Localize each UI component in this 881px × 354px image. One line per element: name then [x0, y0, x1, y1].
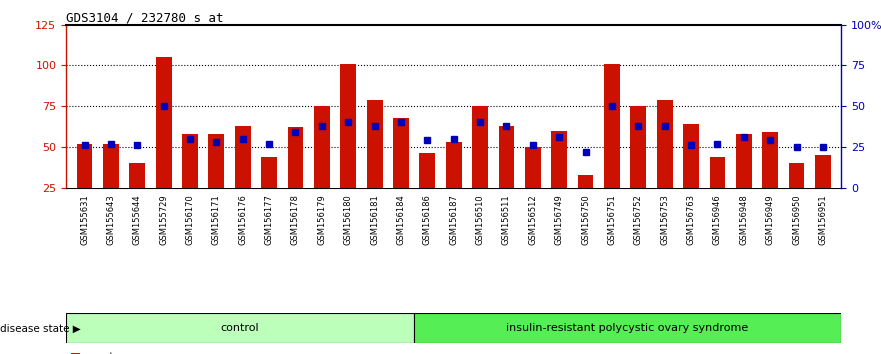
Bar	[413, 313, 841, 343]
Text: GSM155643: GSM155643	[107, 194, 115, 245]
Bar	[130, 163, 145, 228]
Bar	[446, 142, 462, 228]
Legend: count, percentile rank within the sample: count, percentile rank within the sample	[71, 352, 261, 354]
Bar	[66, 313, 413, 343]
Bar	[762, 132, 778, 228]
Text: GSM155729: GSM155729	[159, 194, 168, 245]
Text: GSM156752: GSM156752	[633, 194, 643, 245]
Text: GSM156170: GSM156170	[186, 194, 195, 245]
Text: GSM156750: GSM156750	[581, 194, 590, 245]
Bar	[683, 124, 699, 228]
Text: GSM156187: GSM156187	[449, 194, 458, 245]
Bar	[499, 126, 515, 228]
Text: GSM156180: GSM156180	[344, 194, 352, 245]
Bar	[77, 144, 93, 228]
Bar	[366, 100, 382, 228]
Text: GSM156763: GSM156763	[686, 194, 695, 245]
Bar	[261, 157, 277, 228]
Text: GSM156753: GSM156753	[660, 194, 670, 245]
Text: GSM156950: GSM156950	[792, 194, 801, 245]
Bar	[472, 106, 488, 228]
Text: GSM156181: GSM156181	[370, 194, 379, 245]
Bar	[604, 64, 620, 228]
Text: GSM156512: GSM156512	[529, 194, 537, 245]
Text: GSM156176: GSM156176	[238, 194, 248, 245]
Bar	[156, 57, 172, 228]
Bar	[182, 134, 198, 228]
Text: control: control	[220, 323, 259, 333]
Text: insulin-resistant polycystic ovary syndrome: insulin-resistant polycystic ovary syndr…	[507, 323, 749, 333]
Text: GSM156177: GSM156177	[264, 194, 274, 245]
Bar	[340, 64, 356, 228]
Text: GSM156749: GSM156749	[555, 194, 564, 245]
Text: GSM156186: GSM156186	[423, 194, 432, 245]
Text: GDS3104 / 232780_s_at: GDS3104 / 232780_s_at	[66, 11, 224, 24]
Text: GSM156948: GSM156948	[739, 194, 748, 245]
Text: GSM156510: GSM156510	[476, 194, 485, 245]
Text: disease state ▶: disease state ▶	[0, 323, 81, 333]
Bar	[552, 131, 567, 228]
Text: GSM156751: GSM156751	[607, 194, 617, 245]
Bar	[419, 153, 435, 228]
Bar	[578, 175, 594, 228]
Text: GSM156184: GSM156184	[396, 194, 405, 245]
Bar	[788, 163, 804, 228]
Bar	[103, 144, 119, 228]
Text: GSM156178: GSM156178	[291, 194, 300, 245]
Text: GSM156179: GSM156179	[317, 194, 326, 245]
Text: GSM155631: GSM155631	[80, 194, 89, 245]
Bar	[393, 118, 409, 228]
Text: GSM156951: GSM156951	[818, 194, 827, 245]
Text: GSM155644: GSM155644	[133, 194, 142, 245]
Bar	[631, 106, 647, 228]
Text: GSM156511: GSM156511	[502, 194, 511, 245]
Bar	[525, 147, 541, 228]
Text: GSM156949: GSM156949	[766, 194, 774, 245]
Bar	[656, 100, 672, 228]
Text: GSM156171: GSM156171	[212, 194, 221, 245]
Text: GSM156946: GSM156946	[713, 194, 722, 245]
Bar	[815, 155, 831, 228]
Bar	[314, 106, 329, 228]
Bar	[235, 126, 251, 228]
Bar	[736, 134, 751, 228]
Bar	[287, 127, 303, 228]
Bar	[209, 134, 225, 228]
Bar	[709, 157, 725, 228]
